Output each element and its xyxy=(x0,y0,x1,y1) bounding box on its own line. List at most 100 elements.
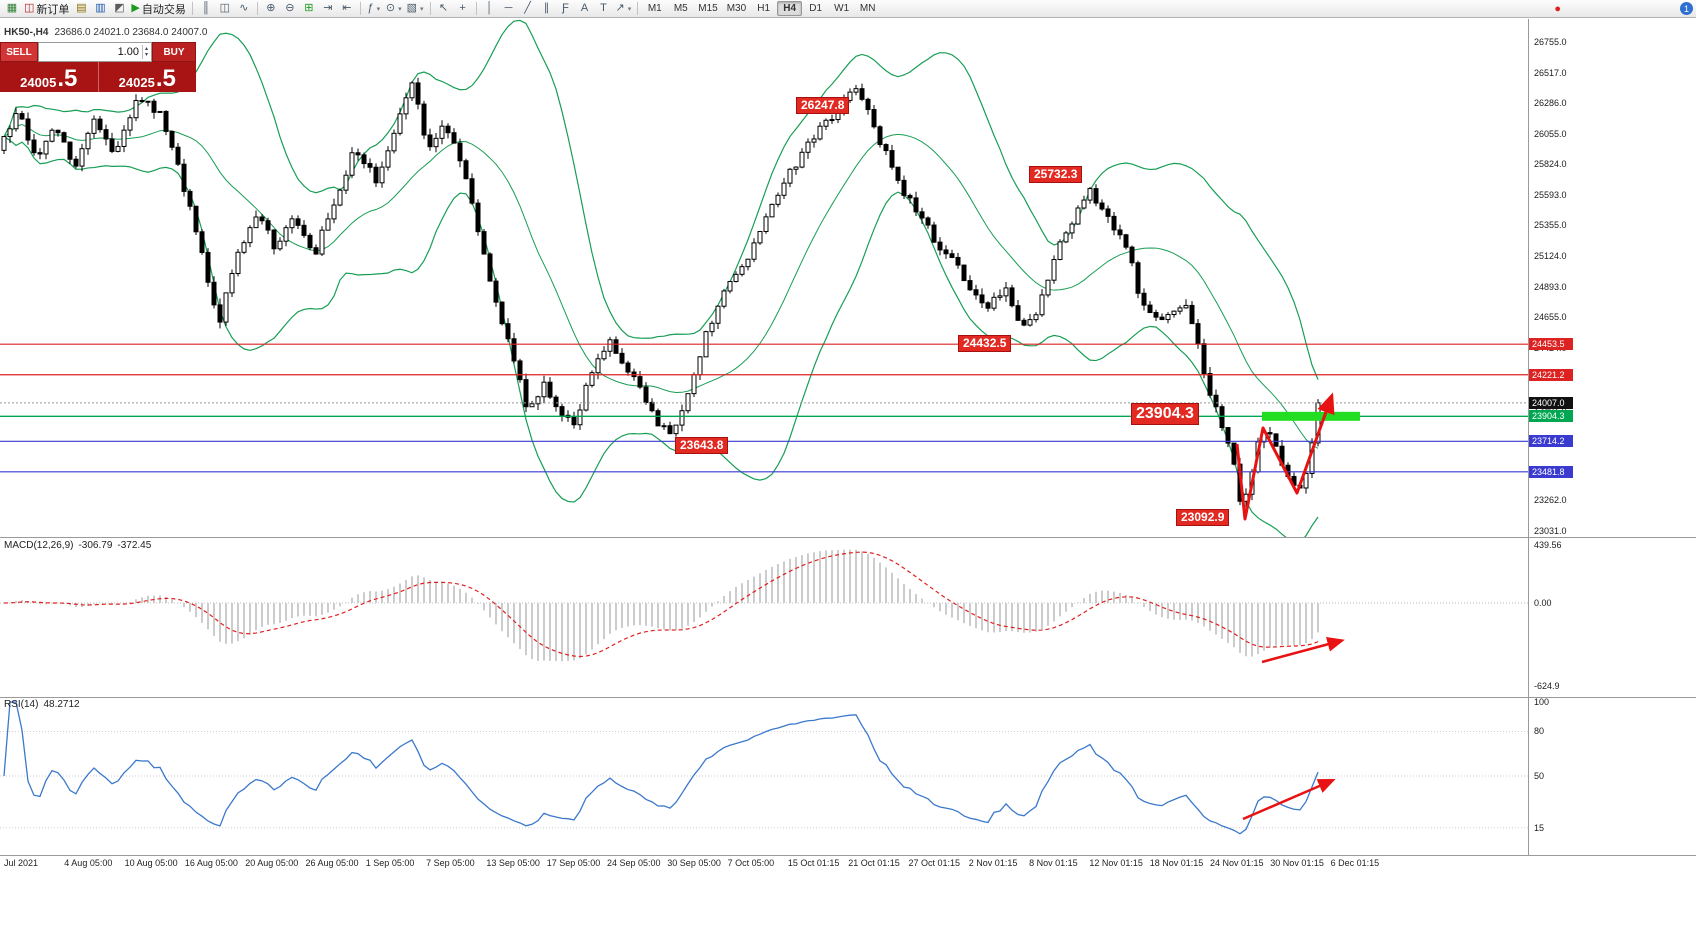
text-label-icon: T xyxy=(600,2,607,14)
price-annotation[interactable]: 25732.3 xyxy=(1029,166,1083,183)
rsi-axis-tick: 80 xyxy=(1534,726,1545,736)
indicators-button[interactable]: ƒ ▾ xyxy=(365,1,383,17)
alert-icon[interactable]: ● xyxy=(1554,2,1561,15)
price-axis-tick: 26286.0 xyxy=(1534,98,1567,109)
time-axis-label: 13 Sep 05:00 xyxy=(486,858,540,868)
cursor-icon: ↖ xyxy=(438,2,449,14)
trendline-button[interactable]: ╱ xyxy=(519,1,537,17)
zoom-in-button[interactable]: ⊕ xyxy=(262,1,280,17)
time-axis-label: 7 Oct 05:00 xyxy=(727,858,775,868)
sell-button[interactable]: SELL xyxy=(0,42,38,62)
zoom-out-button[interactable]: ⊖ xyxy=(281,1,299,17)
dropdown-caret-icon[interactable]: ▾ xyxy=(420,5,424,13)
chart-window-button[interactable]: ▤ xyxy=(72,1,90,17)
toolbar-separator xyxy=(429,2,431,15)
toolbar-separator xyxy=(256,2,258,15)
price-axis-tick: 25355.0 xyxy=(1534,220,1567,231)
rsi-pane xyxy=(0,701,1528,835)
price-axis-tick: 26055.0 xyxy=(1534,128,1567,139)
fibonacci-button[interactable]: Ƒ xyxy=(557,1,575,17)
spin-up-icon[interactable]: ▴ xyxy=(144,46,148,52)
volume-spin-buttons[interactable]: ▴ ▾ xyxy=(141,45,150,59)
notification-badge[interactable]: 1 xyxy=(1680,2,1693,15)
price-axis-tick: 25124.0 xyxy=(1534,250,1567,261)
price-annotation[interactable]: 23092.9 xyxy=(1176,509,1230,526)
rsi-axis-tick: 50 xyxy=(1534,771,1545,781)
templates-button[interactable]: ▧ ▾ xyxy=(405,1,426,17)
spin-down-icon[interactable]: ▾ xyxy=(144,52,148,58)
timeframe-m15-button[interactable]: M15 xyxy=(698,3,718,14)
market-watch-icon: ▥ xyxy=(95,2,106,14)
tile-windows-button[interactable]: ⊞ xyxy=(300,1,318,17)
market-watch-button[interactable]: ▥ xyxy=(91,1,109,17)
dropdown-caret-icon[interactable]: ▾ xyxy=(376,5,381,13)
autotrade-button[interactable]: ▶ 自动交易 xyxy=(129,1,187,17)
dropdown-caret-icon[interactable]: ▾ xyxy=(398,5,402,13)
navigator-icon: ◩ xyxy=(114,2,125,14)
price-axis-tick: 26517.0 xyxy=(1534,67,1567,78)
timeframe-m30-button[interactable]: M30 xyxy=(726,3,747,14)
time-axis-label: 16 Aug 05:00 xyxy=(184,858,238,868)
toolbar-separator xyxy=(475,2,477,15)
new-order-button[interactable]: ◫ 新订单 xyxy=(22,1,71,17)
candlestick-chart-icon: ◫ xyxy=(219,2,231,14)
chart-shift-button[interactable]: ⇤ xyxy=(338,1,356,17)
timeframe-h4-button[interactable]: H4 xyxy=(777,1,803,16)
timeframe-d1-button[interactable]: D1 xyxy=(809,3,823,14)
auto-scroll-icon: ⇥ xyxy=(323,2,333,14)
zoom-in-icon: ⊕ xyxy=(266,2,276,14)
cursor-button[interactable]: ↖ xyxy=(435,1,453,17)
timeframe-m5-button[interactable]: M5 xyxy=(673,3,688,14)
trend-arrow xyxy=(1261,637,1345,664)
dropdown-caret-icon[interactable]: ▾ xyxy=(627,5,632,13)
bars-chart-button[interactable]: ║ xyxy=(197,1,215,17)
time-axis-label: 30 Nov 01:15 xyxy=(1270,858,1324,868)
macd-indicator-label: MACD(12,26,9) -306.79 -372.45 xyxy=(4,540,156,551)
one-click-trading-panel: SELL 1.00 ▴ ▾ BUY 24005.5 24025.5 xyxy=(0,42,196,92)
rsi-axis-tick: 100 xyxy=(1534,697,1550,707)
price-level-tag: 24221.2 xyxy=(1529,368,1573,381)
price-annotation[interactable]: 26247.8 xyxy=(796,97,850,114)
price-axis-tick: 25824.0 xyxy=(1534,159,1567,170)
volume-stepper[interactable]: 1.00 ▴ ▾ xyxy=(38,42,152,62)
new-order-button-label: 新订单 xyxy=(36,3,70,16)
timeframe-w1-button[interactable]: W1 xyxy=(834,3,850,14)
price-axis-tick: 24893.0 xyxy=(1534,281,1567,292)
vertical-line-button[interactable]: │ xyxy=(481,1,499,17)
channel-button[interactable]: ∥ xyxy=(538,1,556,17)
time-axis-label: 8 Nov 01:15 xyxy=(1029,858,1078,868)
new-chart-button[interactable]: ▦ xyxy=(3,1,21,17)
symbol-period-label: HK50-,H4 xyxy=(4,27,49,38)
line-chart-button[interactable]: ∿ xyxy=(235,1,253,17)
horizontal-line-button[interactable]: ─ xyxy=(500,1,518,17)
bollinger-lower-band xyxy=(3,136,1319,537)
sell-price-pips: .5 xyxy=(57,65,78,92)
price-annotation[interactable]: 23904.3 xyxy=(1131,403,1199,425)
timeframe-h1-button[interactable]: H1 xyxy=(757,3,771,14)
price-annotation[interactable]: 24432.5 xyxy=(958,335,1012,352)
navigator-button[interactable]: ◩ xyxy=(110,1,128,17)
text-label-button[interactable]: T xyxy=(595,1,613,17)
crosshair-button[interactable]: + xyxy=(454,1,472,17)
trend-arrow xyxy=(1235,392,1335,521)
sell-price[interactable]: 24005.5 xyxy=(0,62,98,92)
buy-price[interactable]: 24025.5 xyxy=(99,62,197,92)
toolbar-separator xyxy=(191,2,193,15)
candlestick-chart-button[interactable]: ◫ xyxy=(216,1,234,17)
periods-button[interactable]: ⊙ ▾ xyxy=(384,1,404,17)
text-button[interactable]: A xyxy=(576,1,594,17)
timeframe-m1-button[interactable]: M1 xyxy=(647,3,662,14)
price-annotation[interactable]: 23643.8 xyxy=(675,437,729,454)
auto-scroll-button[interactable]: ⇥ xyxy=(319,1,337,17)
arrows-button[interactable]: ↗ ▾ xyxy=(614,1,634,17)
timeframe-mn-button[interactable]: MN xyxy=(859,3,876,14)
time-axis-label: 30 Sep 05:00 xyxy=(667,858,721,868)
buy-button[interactable]: BUY xyxy=(152,42,196,62)
price-level-tag: 23481.8 xyxy=(1529,465,1573,478)
time-axis-label: 12 Nov 01:15 xyxy=(1089,858,1143,868)
templates-icon: ▧ xyxy=(406,2,418,14)
bars-chart-icon: ║ xyxy=(201,2,210,14)
autotrade-play-icon: ▶ xyxy=(131,2,140,14)
